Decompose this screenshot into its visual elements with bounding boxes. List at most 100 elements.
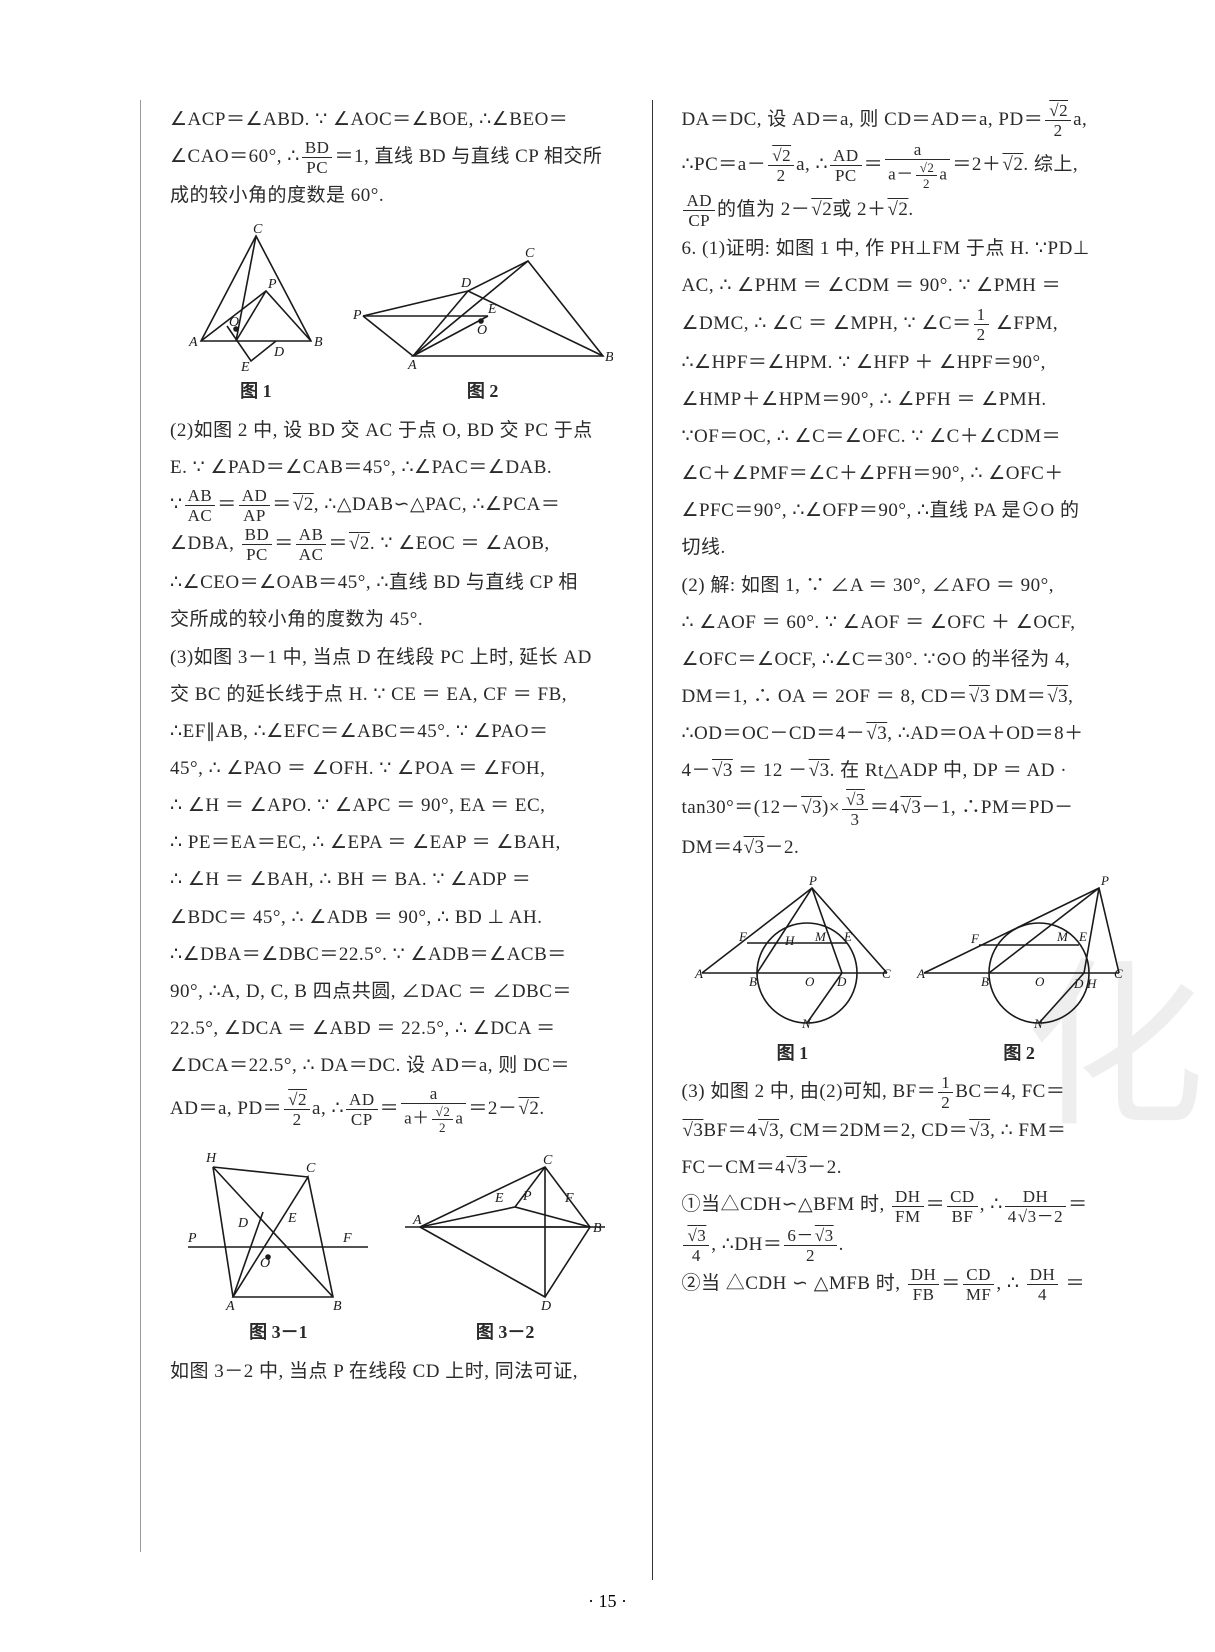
svg-text:F: F: [970, 931, 980, 946]
text-line: (2)如图 2 中, 设 BD 交 AC 于点 O, BD 交 PC 于点: [170, 413, 624, 448]
svg-text:B: B: [333, 1299, 342, 1312]
svg-text:A: A: [225, 1299, 235, 1312]
text-line: ADCP的值为 2－2或 2＋2.: [681, 192, 1135, 229]
text-line: FC－CM＝43－2.: [681, 1150, 1135, 1185]
text-line: ②当 △CDH ∽ △MFB 时, DHFB＝CDMF, ∴ DH4 ＝: [681, 1266, 1135, 1303]
text-line: DA＝DC, 设 AD＝a, 则 CD＝AD＝a, PD＝22a,: [681, 102, 1135, 139]
text-line: 切线.: [681, 530, 1135, 565]
text-line: ∠DBA, BDPC＝ABAC＝2. ∵ ∠EOC ＝ ∠AOB,: [170, 526, 624, 563]
svg-text:F: F: [564, 1191, 574, 1206]
svg-text:C: C: [1114, 966, 1123, 981]
text-line: 3BF＝43, CM＝2DM＝2, CD＝3, ∴ FM＝: [681, 1113, 1135, 1148]
svg-text:O: O: [260, 1256, 270, 1271]
figure-r2: AB OD HC PF ME N 图 2: [909, 873, 1129, 1070]
figure-row-3: A B O D C P F H M E N 图 1: [681, 873, 1135, 1070]
svg-text:O: O: [1035, 974, 1045, 989]
text-line: ∠ACP＝∠ABD. ∵ ∠AOC＝∠BOE, ∴∠BEO＝: [170, 102, 624, 137]
text-line: 交 BC 的延长线于点 H. ∵ CE ＝ EA, CF ＝ FB,: [170, 677, 624, 712]
figure-row-1: C A B O P E D 图 1: [170, 221, 624, 408]
text-line: 6. (1)证明: 如图 1 中, 作 PH⊥FM 于点 H. ∵PD⊥: [681, 231, 1135, 266]
right-column: DA＝DC, 设 AD＝a, 则 CD＝AD＝a, PD＝22a, ∴PC＝a－…: [681, 100, 1135, 1580]
geometry-diagram-3-2: AC BD EP F: [395, 1152, 615, 1312]
svg-text:F: F: [738, 929, 748, 944]
text-line: ∠DMC, ∴ ∠C ＝ ∠MPH, ∵ ∠C＝12 ∠FPM,: [681, 306, 1135, 343]
text-line: AD＝a, PD＝22a, ∴ADCP＝aa＋22a＝2－2.: [170, 1085, 624, 1134]
text-line: ∠HMP＋∠HPM＝90°, ∴ ∠PFH ＝ ∠PMH.: [681, 382, 1135, 417]
text-line: 34, ∴DH＝6－32.: [681, 1227, 1135, 1264]
text-line: 4－3 ＝ 12 －3. 在 Rt△ADP 中, DP ＝ AD ·: [681, 753, 1135, 788]
svg-text:H: H: [1086, 976, 1097, 991]
column-divider: [652, 100, 654, 1580]
page-number: · 15 ·: [588, 1591, 627, 1612]
svg-text:A: A: [694, 966, 703, 981]
svg-text:B: B: [593, 1221, 602, 1236]
text-line: 交所成的较小角的度数为 45°.: [170, 602, 624, 637]
text-line: DM＝1, ∴ OA ＝ 2OF ＝ 8, CD＝3 DM＝3,: [681, 679, 1135, 714]
text-line: ∠CAO＝60°, ∴BDPC＝1, 直线 BD 与直线 CP 相交所: [170, 139, 624, 176]
svg-text:E: E: [240, 360, 250, 371]
svg-text:A: A: [916, 966, 925, 981]
svg-text:B: B: [749, 974, 757, 989]
text-line: ∵ABAC＝ADAP＝2, ∴△DAB∽△PAC, ∴∠PCA＝: [170, 487, 624, 524]
text-line: ∴∠HPF＝∠HPM. ∵ ∠HFP ＋ ∠HPF＝90°,: [681, 345, 1135, 380]
svg-text:B: B: [314, 335, 323, 350]
text-line: DM＝43－2.: [681, 830, 1135, 865]
svg-text:B: B: [605, 350, 613, 365]
svg-text:E: E: [843, 929, 852, 944]
text-line: ∴PC＝a－22a, ∴ADPC＝aa－22a＝2＋2. 综上,: [681, 141, 1135, 190]
text-line: AC, ∴ ∠PHM ＝ ∠CDM ＝ 90°. ∵ ∠PMH ＝: [681, 268, 1135, 303]
figure-r1: AB OD CP FH ME N 图 1: [687, 873, 897, 1070]
text-line: (2) 解: 如图 1, ∵ ∠A ＝ 30°, ∠AFO ＝ 90°,: [681, 568, 1135, 603]
svg-text:C: C: [882, 966, 891, 981]
geometry-diagram-1: CA BO PE D: [181, 221, 331, 371]
svg-text:C: C: [543, 1153, 553, 1168]
svg-text:P: P: [808, 873, 817, 888]
text-line: ∠PFC＝90°, ∴∠OFP＝90°, ∴直线 PA 是⊙O 的: [681, 493, 1135, 528]
text-line: ∠C＋∠PMF＝∠C＋∠PFH＝90°, ∴ ∠OFC＋: [681, 456, 1135, 491]
figure-3-1: HC PD EF OA B 图 3－1: [178, 1142, 378, 1349]
text-line: ∴OD＝OC－CD＝4－3, ∴AD＝OA＋OD＝8＋: [681, 716, 1135, 751]
text-line: ∠OFC＝∠OCF, ∴∠C＝30°. ∵⊙O 的半径为 4,: [681, 642, 1135, 677]
text-line: 成的较小角的度数是 60°.: [170, 178, 624, 213]
svg-text:D: D: [460, 276, 471, 291]
svg-text:A: A: [188, 335, 198, 350]
text-line: ∴ ∠AOF ＝ 60°. ∵ ∠AOF ＝ ∠OFC ＋ ∠OCF,: [681, 605, 1135, 640]
text-line: ∴EF∥AB, ∴∠EFC＝∠ABC＝45°. ∵ ∠PAO＝: [170, 714, 624, 749]
figure-3-2: AC BD EP F 图 3－2: [395, 1152, 615, 1349]
svg-text:O: O: [477, 323, 487, 338]
svg-text:P: P: [522, 1189, 532, 1204]
figure-1: CA BO PE D 图 1: [181, 221, 331, 408]
text-line: 22.5°, ∠DCA ＝ ∠ABD ＝ 22.5°, ∴ ∠DCA ＝: [170, 1011, 624, 1046]
svg-text:C: C: [525, 246, 535, 261]
svg-text:B: B: [981, 974, 989, 989]
text-line: tan30°＝(12－3)×33＝43－1, ∴PM＝PD－: [681, 790, 1135, 827]
svg-text:P: P: [267, 277, 277, 292]
svg-text:N: N: [801, 1016, 812, 1031]
figure-label: 图 1: [777, 1037, 809, 1070]
svg-text:D: D: [836, 974, 847, 989]
svg-text:D: D: [1073, 976, 1084, 991]
figure-label: 图 1: [240, 375, 272, 408]
svg-text:M: M: [1056, 929, 1069, 944]
svg-text:E: E: [487, 302, 497, 317]
text-line: (3)如图 3－1 中, 当点 D 在线段 PC 上时, 延长 AD: [170, 640, 624, 675]
page-content: ∠ACP＝∠ABD. ∵ ∠AOC＝∠BOE, ∴∠BEO＝ ∠CAO＝60°,…: [170, 100, 1135, 1580]
text-line: ∴∠CEO＝∠OAB＝45°, ∴直线 BD 与直线 CP 相: [170, 565, 624, 600]
figure-row-2: HC PD EF OA B 图 3－1: [170, 1142, 624, 1349]
svg-text:P: P: [187, 1231, 197, 1246]
geometry-diagram-2: P A B C D E O: [353, 241, 613, 371]
figure-label: 图 3－1: [249, 1316, 308, 1349]
text-line: ∴ ∠H ＝ ∠BAH, ∴ BH ＝ BA. ∵ ∠ADP ＝: [170, 862, 624, 897]
geometry-diagram-3-1: HC PD EF OA B: [178, 1142, 378, 1312]
text-line: (3) 如图 2 中, 由(2)可知, BF＝12BC＝4, FC＝: [681, 1074, 1135, 1111]
svg-text:E: E: [287, 1211, 297, 1226]
svg-text:A: A: [412, 1213, 422, 1228]
left-margin-rule: [140, 100, 141, 1552]
svg-text:O: O: [229, 315, 239, 330]
text-line: 45°, ∴ ∠PAO ＝ ∠OFH. ∵ ∠POA ＝ ∠FOH,: [170, 751, 624, 786]
svg-text:P: P: [353, 308, 362, 323]
svg-text:F: F: [342, 1231, 352, 1246]
text-line: ∴ ∠H ＝ ∠APO. ∵ ∠APC ＝ 90°, EA ＝ EC,: [170, 788, 624, 823]
svg-text:H: H: [784, 933, 795, 948]
svg-text:A: A: [407, 358, 417, 371]
